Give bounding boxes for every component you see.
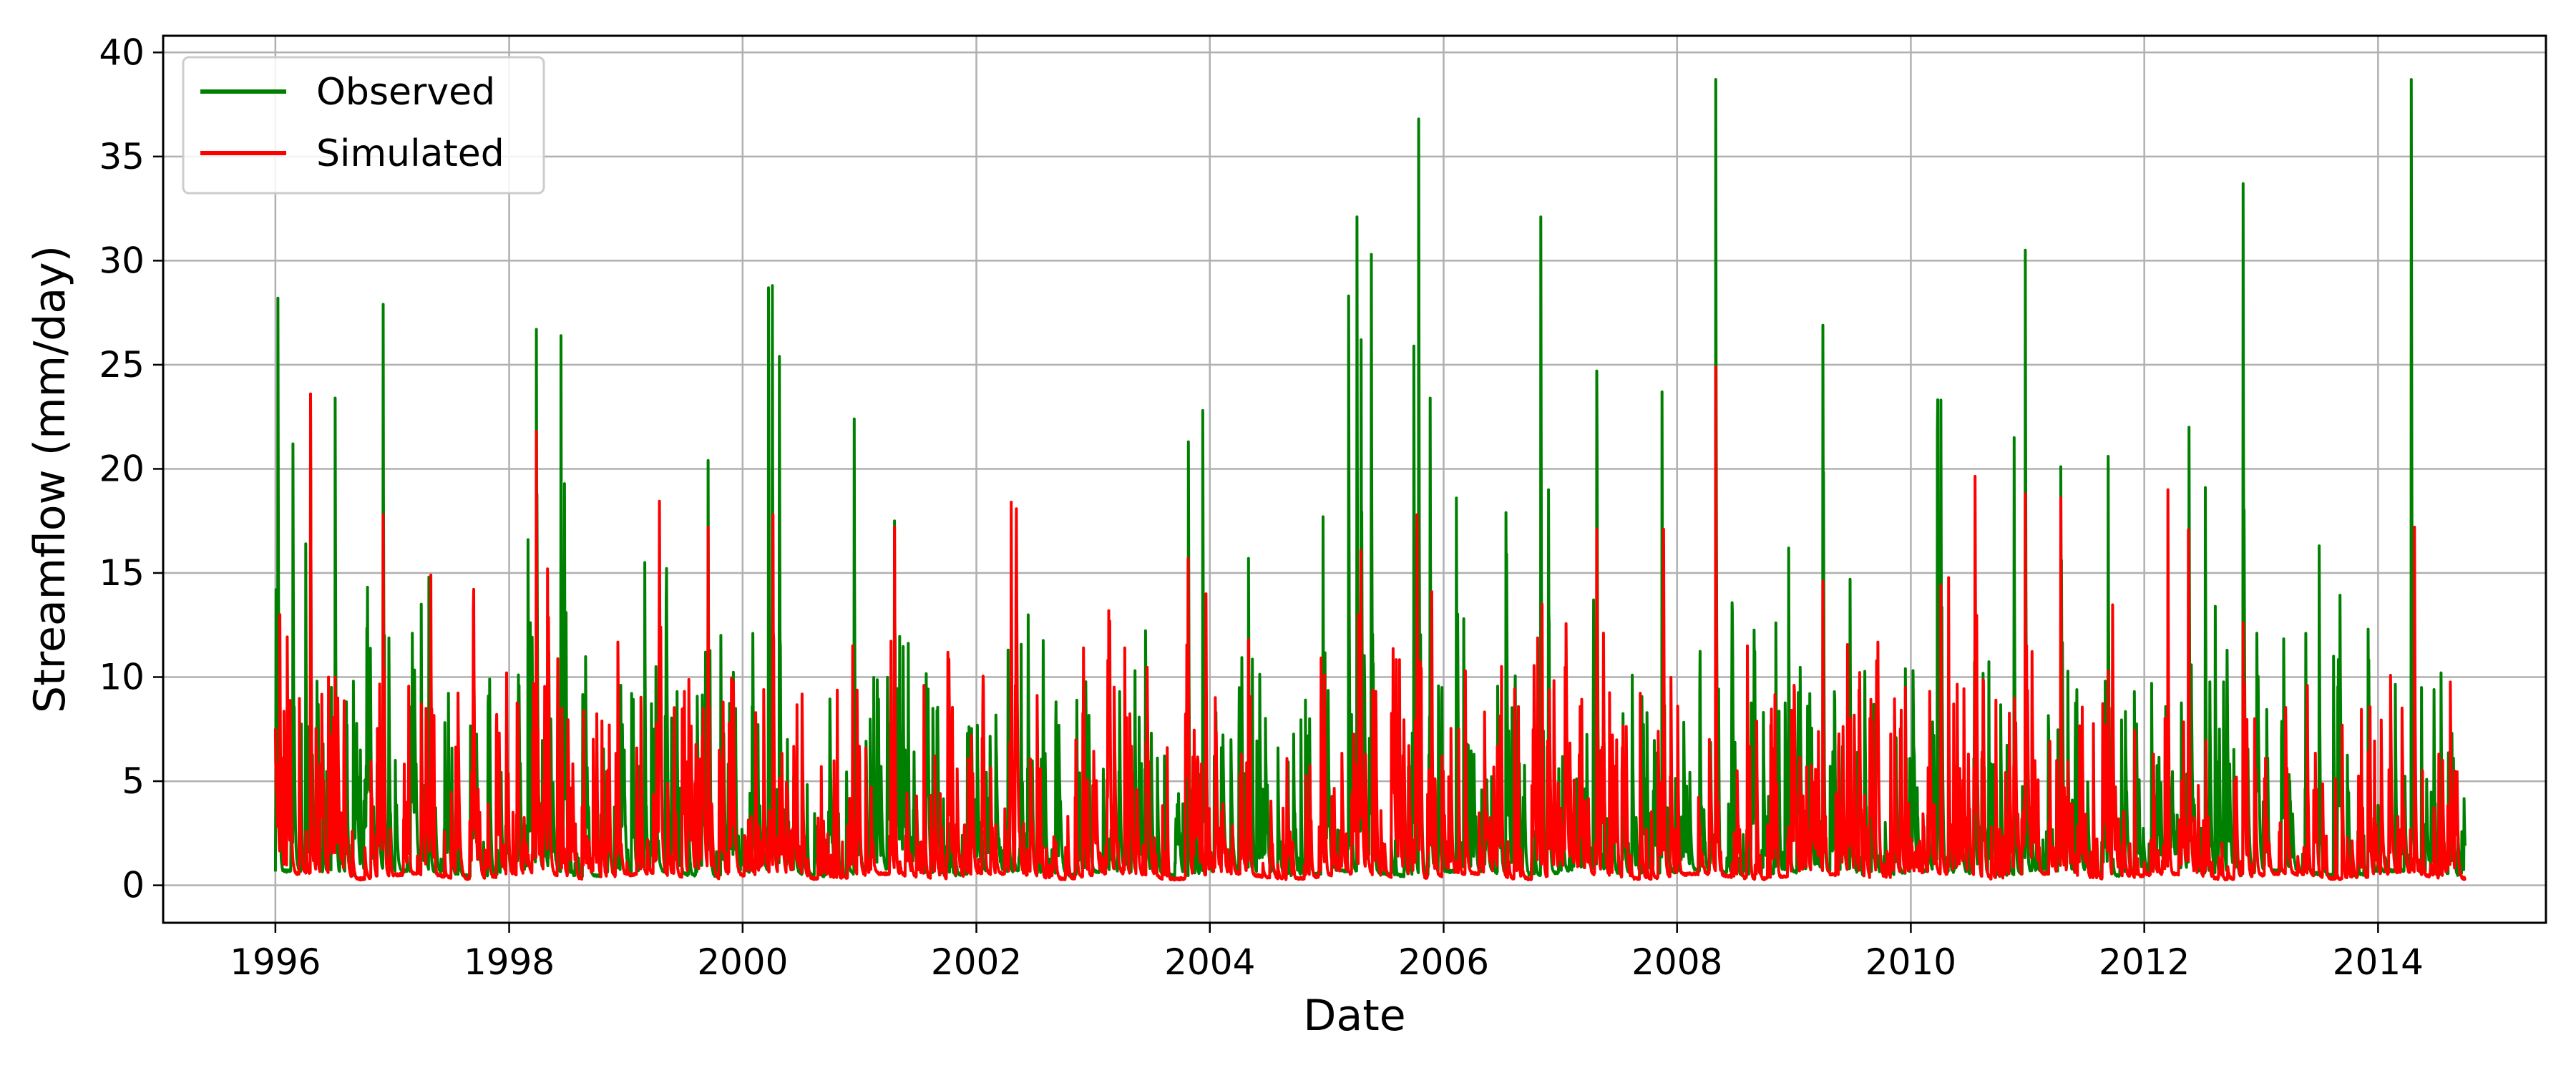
x-tick-label: 2010: [1865, 941, 1956, 983]
y-tick-label: 35: [99, 136, 145, 177]
y-axis: 0 5 10 15 20 25 30 35 40: [99, 31, 163, 906]
plot-frame: [162, 34, 2547, 924]
legend: Observed Simulated: [182, 56, 545, 195]
x-tick-label: 2006: [1398, 941, 1489, 983]
x-axis-title: Date: [1303, 991, 1405, 1041]
y-tick-label: 20: [99, 448, 145, 489]
series-line-simulated: [273, 365, 2467, 882]
y-tick-label: 10: [99, 657, 145, 698]
y-tick-label: 25: [99, 344, 145, 386]
y-axis-title: Streamflow (mm/day): [25, 245, 75, 713]
y-tick-label: 5: [122, 760, 145, 802]
legend-label-simulated: Simulated: [316, 132, 504, 175]
x-tick-label: 2000: [697, 941, 788, 983]
x-tick-label: 1996: [230, 941, 321, 983]
y-tick-label: 40: [99, 31, 145, 73]
x-axis: 1996 1998 2000 2002 2004 2006 2008 2010 2012 2014: [230, 923, 2424, 983]
y-tick-label: 30: [99, 240, 145, 281]
x-tick-label: 2012: [2099, 941, 2190, 983]
y-tick-label: 0: [122, 865, 145, 906]
x-tick-label: 2014: [2333, 941, 2424, 983]
x-tick-label: 1998: [464, 941, 555, 983]
x-tick-label: 2008: [1631, 941, 1722, 983]
y-tick-label: 15: [99, 552, 145, 594]
legend-label-observed: Observed: [316, 71, 495, 114]
x-tick-label: 2004: [1164, 941, 1255, 983]
series-layer: [273, 78, 2467, 882]
x-tick-label: 2002: [931, 941, 1022, 983]
